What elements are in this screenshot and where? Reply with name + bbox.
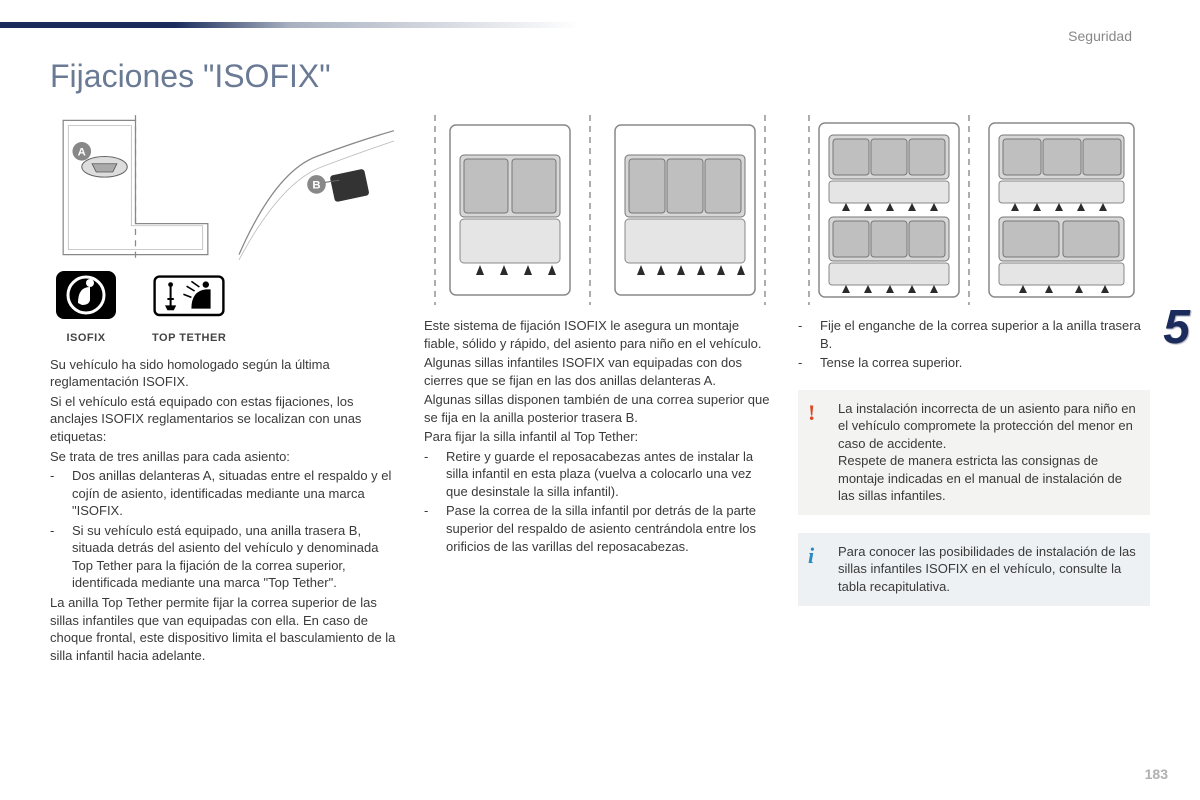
col1-p2: Si el vehículo está equipado con estas f… bbox=[50, 393, 402, 446]
seat-illustrations-a bbox=[424, 110, 776, 305]
anchor-point-illustration: A B bbox=[50, 110, 402, 265]
info-text: Para conocer las posibilidades de instal… bbox=[838, 544, 1136, 594]
anchor-b-diagram: B bbox=[231, 110, 402, 265]
column-2: Este sistema de fijación ISOFIX le asegu… bbox=[424, 110, 776, 666]
top-tether-icon: TOP TETHER bbox=[152, 269, 226, 346]
isofix-caption: ISOFIX bbox=[66, 331, 105, 346]
column-1: A B bbox=[50, 110, 402, 666]
warning-text: La instalación incorrecta de un asiento … bbox=[838, 401, 1136, 504]
info-icon: i bbox=[808, 541, 814, 571]
chapter-number: 5 bbox=[1163, 300, 1190, 355]
section-label: Seguridad bbox=[1068, 28, 1132, 44]
col2-p4: Para fijar la silla infantil al Top Teth… bbox=[424, 428, 776, 446]
isofix-icon: ISOFIX bbox=[50, 269, 122, 346]
col1-list: -Dos anillas delanteras A, situadas entr… bbox=[50, 467, 402, 592]
top-gradient-bar bbox=[0, 22, 580, 28]
seat-illustrations-b bbox=[798, 110, 1150, 305]
col1-b1: Dos anillas delanteras A, situadas entre… bbox=[72, 467, 402, 520]
col3-list: -Fije el enganche de la correa superior … bbox=[798, 317, 1150, 372]
icon-label-row: ISOFIX TOP TETHER bbox=[50, 269, 402, 346]
anchor-a-diagram: A bbox=[50, 110, 221, 265]
col1-b2: Si su vehículo está equipado, una anilla… bbox=[72, 522, 402, 592]
col2-p2: Algunas sillas infantiles ISOFIX van equ… bbox=[424, 354, 776, 389]
page-number: 183 bbox=[1145, 766, 1168, 782]
warning-icon: ! bbox=[808, 398, 815, 428]
col2-b1: Retire y guarde el reposacabezas antes d… bbox=[446, 448, 776, 501]
label-b: B bbox=[312, 180, 320, 192]
label-a: A bbox=[78, 146, 86, 158]
top-tether-caption: TOP TETHER bbox=[152, 331, 226, 346]
col1-p3: Se trata de tres anillas para cada asien… bbox=[50, 448, 402, 466]
col2-p3: Algunas sillas disponen también de una c… bbox=[424, 391, 776, 426]
warning-callout: ! La instalación incorrecta de un asient… bbox=[798, 390, 1150, 515]
info-callout: i Para conocer las posibilidades de inst… bbox=[798, 533, 1150, 606]
col1-p4: La anilla Top Tether permite fijar la co… bbox=[50, 594, 402, 664]
col2-b2: Pase la correa de la silla infantil por … bbox=[446, 502, 776, 555]
content-columns: A B bbox=[50, 110, 1150, 666]
page-title: Fijaciones "ISOFIX" bbox=[50, 58, 331, 95]
col2-list: -Retire y guarde el reposacabezas antes … bbox=[424, 448, 776, 555]
column-3: -Fije el enganche de la correa superior … bbox=[798, 110, 1150, 666]
col3-b1: Fije el enganche de la correa superior a… bbox=[820, 317, 1150, 352]
col1-p1: Su vehículo ha sido homologado según la … bbox=[50, 356, 402, 391]
col3-b2: Tense la correa superior. bbox=[820, 354, 1150, 372]
col2-p1: Este sistema de fijación ISOFIX le asegu… bbox=[424, 317, 776, 352]
